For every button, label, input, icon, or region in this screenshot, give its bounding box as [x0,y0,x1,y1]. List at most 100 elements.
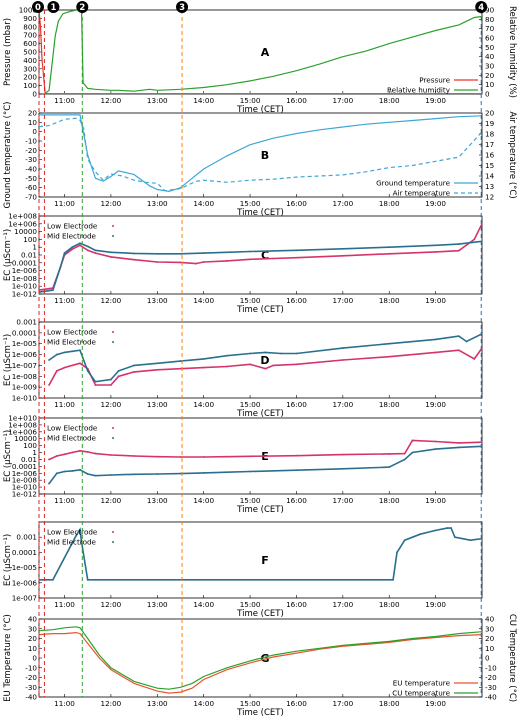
panel-label: D [260,354,269,367]
chart-panel-a: 0100200300400500600700800900100001020304… [3,6,517,116]
y-tick-label-right: 17 [485,140,494,149]
y-tick-label-right: -40 [485,693,497,702]
x-tick-label: 18:00 [379,400,400,409]
x-tick-label: 12:00 [101,699,122,708]
x-tick-label: 16:00 [286,400,307,409]
x-tick-label: 18:00 [379,600,400,609]
y-axis-label-right: Air temperature (°C) [507,111,517,198]
series-line-relative-humidity [44,10,482,94]
series-line-air-temperature [39,117,482,192]
data-point [86,249,89,252]
data-point [156,252,159,255]
data-point [94,249,97,252]
data-point [434,250,437,253]
y-tick-label-right: -20 [485,673,497,682]
data-point [133,455,135,457]
legend-label: Air temperature [393,189,451,198]
marker-circle [76,1,89,13]
y-tick-label-right: 0 [485,90,490,99]
y-tick-label: 100 [23,441,37,450]
data-point [446,527,449,529]
chart-panel-c: 1e+0081e+0061000010010.010.00011e-0061e-… [3,212,483,315]
y-tick-label: 900 [23,14,37,23]
data-point [133,371,135,373]
x-axis-label: Time (CET) [236,105,284,115]
y-tick-label: 100 [23,235,37,244]
x-tick-label: 16:00 [286,199,307,208]
data-point [396,551,398,554]
x-tick-label: 19:00 [425,699,446,708]
data-point [295,469,298,472]
y-axis-label-right: Relative humidity (%) [507,6,517,98]
data-point [249,250,251,253]
data-point [403,539,406,542]
data-point [133,258,135,261]
data-point [79,349,81,352]
marker-1: 1 [47,1,60,13]
series-layer [39,222,482,293]
y-tick-label: 10 [28,644,38,653]
data-point [55,369,58,372]
y-tick-label: 0.001 [16,533,37,542]
y-tick-label: -40 [25,165,37,174]
y-axis-label: EC (µScm⁻¹) [3,229,13,281]
marker-label: 3 [179,3,185,13]
data-point [225,259,228,262]
y-tick-label: 1e-006 [12,350,38,359]
data-point [94,452,97,455]
data-point [71,350,74,353]
marker-2: 2 [76,1,89,13]
x-tick-label: 12:00 [101,600,122,609]
data-point [202,252,205,254]
x-tick-label: 14:00 [193,96,214,105]
panel-label: A [261,46,270,59]
data-point [55,472,58,475]
x-tick-label: 15:00 [240,699,261,708]
data-point [86,369,89,372]
y-tick-label-right: 40 [485,615,495,624]
data-point [156,368,159,371]
x-tick-label: 14:00 [193,496,214,505]
x-tick-label: 16:00 [286,296,307,305]
data-point [79,468,81,471]
data-point [202,366,205,369]
data-point [79,528,81,531]
data-point [75,534,78,537]
data-point [473,358,476,360]
x-tick-label: 16:00 [286,96,307,105]
data-point [48,359,50,361]
x-tick-label: 11:00 [54,600,75,609]
series-line-cu-temperature [39,626,482,690]
data-point [295,256,298,259]
y-tick-label-right: 13 [485,182,494,191]
data-point [48,384,50,386]
y-tick-label: 1e+006 [8,219,37,228]
y-tick-label-right: 14 [485,172,495,181]
x-tick-label: 19:00 [425,400,446,409]
data-point [94,252,97,254]
legend-label: Mid Electrode [47,538,97,547]
data-point [392,578,394,581]
data-point [434,448,437,450]
y-tick-label: 1000 [19,6,38,15]
data-point [341,453,344,456]
x-axis-label: Time (CET) [236,208,284,218]
data-point [110,454,112,456]
y-tick-label: 1e-007 [12,594,37,603]
data-point [63,366,66,369]
chart-panel-f: 0.001 0.0001 1e-005 1e-006 1e-007 11:00 12:00 1… [3,521,483,619]
legend-label: Mid Electrode [47,434,97,443]
legend-label: Low Electrode [47,222,98,231]
x-tick-label: 17:00 [332,199,353,208]
x-tick-label: 14:00 [193,699,214,708]
data-point [156,473,159,475]
y-tick-label: 0 [32,90,37,99]
x-tick-label: 16:00 [286,496,307,505]
legend-label: Relative humidity [387,86,451,95]
legend-label: Ground temperature [376,179,450,188]
y-axis-label-right: CU Temperature (°C) [507,614,517,702]
data-point [94,578,97,581]
y-tick-label-right: 0 [485,654,490,663]
marker-label: 1 [50,3,56,13]
y-tick-label: 1e-010 [12,394,38,403]
